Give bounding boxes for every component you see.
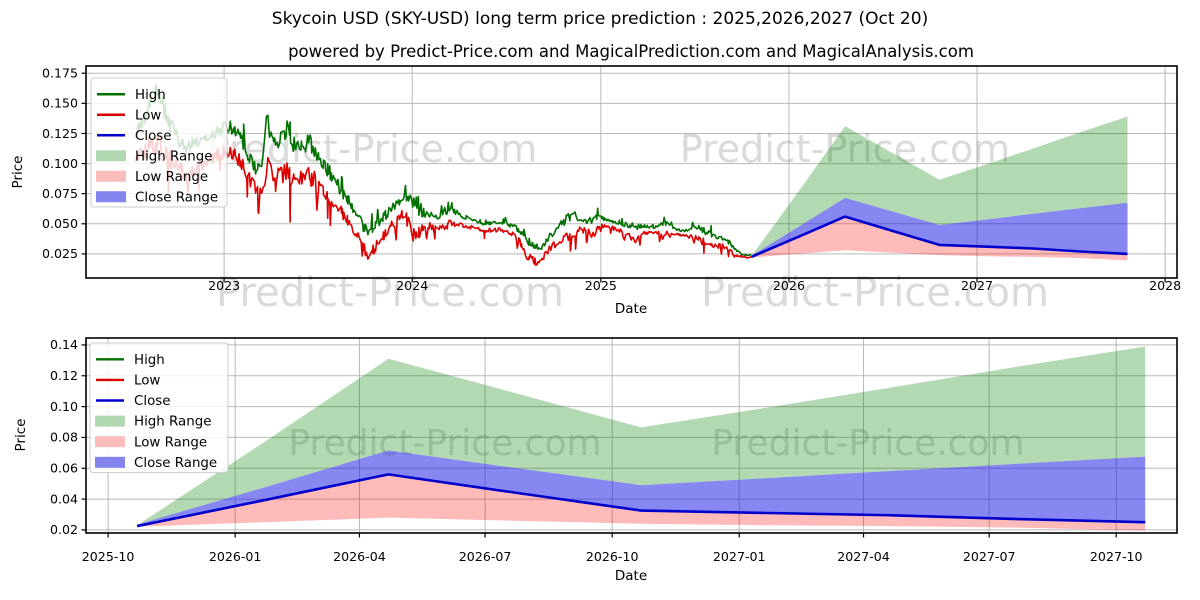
y-tick-label: 0.100	[42, 156, 78, 171]
close-line	[750, 215, 1128, 259]
close-range-band	[751, 197, 1128, 257]
legend-item-label: Low	[135, 108, 161, 123]
legend-swatch-fill	[96, 170, 126, 182]
y-tick-label: 0.150	[42, 96, 78, 111]
x-tick-label: 2027-10	[1090, 549, 1143, 564]
x-tick-label: 2025-10	[82, 549, 135, 564]
legend-swatch-fill	[96, 191, 126, 203]
legend-item-label: Close Range	[135, 190, 218, 205]
figure-title: Skycoin USD (SKY-USD) long term price pr…	[272, 9, 928, 29]
x-tick-label: 2028	[1149, 278, 1181, 293]
y-tick-label: 0.10	[50, 399, 78, 414]
y-tick-label: 0.14	[50, 337, 78, 352]
tick-labels: 2025-10 2026-01 2026-04 2026-07 2026-10 2027-…	[13, 337, 1143, 584]
legend-item-label: High Range	[134, 415, 211, 430]
watermark-text: Predict-Price.com	[680, 127, 1011, 171]
y-tick-label: 0.04	[50, 491, 78, 506]
x-tick-label: 2026-10	[586, 549, 639, 564]
legend-swatch-fill	[95, 436, 125, 448]
watermark-text: Predict-Price.com	[216, 270, 564, 316]
bottom-chart: Predict-Price.comPredict-Price.com2025-1…	[13, 337, 1178, 584]
x-tick-label: 2026-07	[459, 549, 512, 564]
high-range-band	[137, 346, 1146, 526]
y-tick-label: 0.025	[42, 246, 78, 261]
y-tick-label: 0.06	[50, 461, 78, 476]
low-line	[134, 132, 752, 267]
high-range-band	[751, 116, 1128, 257]
high-line	[134, 84, 752, 257]
y-tick-label: 0.175	[42, 66, 78, 81]
legend-item-label: Low Range	[134, 435, 207, 450]
x-tick-label: 2026-01	[209, 549, 262, 564]
low-range-band	[137, 474, 1146, 531]
y-tick-label: 0.02	[50, 522, 78, 537]
x-axis-label: Date	[615, 301, 647, 317]
watermark-text: Predict-Price.com	[288, 423, 601, 464]
x-axis-label: Date	[615, 568, 647, 584]
axes-frame	[85, 337, 1178, 534]
x-tick-label: 2026	[773, 278, 805, 293]
x-tick-label: 2027	[961, 278, 993, 293]
close-range-band	[137, 450, 1146, 527]
close-line	[136, 473, 1146, 528]
y-tick-label: 0.08	[50, 430, 78, 445]
y-tick-label: 0.075	[42, 186, 78, 201]
x-tick-label: 2025	[585, 278, 617, 293]
x-tick-label: 2024	[396, 278, 428, 293]
legend-item-label: Low	[134, 374, 160, 389]
legend-item-label: Close Range	[134, 456, 217, 471]
legend-swatch-fill	[95, 415, 125, 427]
legend-item-label: High	[135, 88, 166, 103]
x-tick-label: 2027-07	[963, 549, 1016, 564]
y-tick-label: 0.12	[50, 368, 78, 383]
x-tick-label: 2027-04	[837, 549, 890, 564]
y-axis-label: Price	[10, 156, 26, 189]
watermark-layer: Predict-Price.com Predict-Price.com	[288, 423, 1024, 464]
legend-swatch-fill	[96, 150, 126, 162]
y-tick-label: 0.125	[42, 126, 78, 141]
watermark-text: Predict-Price.com	[701, 270, 1049, 316]
legend: High Low Close High Range Low Range Close Ran…	[90, 77, 228, 208]
y-tick-label: 0.050	[42, 216, 78, 231]
legend-item-label: High Range	[135, 149, 212, 164]
legend-item-label: Close	[134, 394, 170, 409]
legend-item-label: Low Range	[135, 170, 208, 185]
axes-frame	[85, 65, 1178, 279]
grid	[86, 66, 1177, 278]
x-tick-label: 2026-04	[333, 549, 386, 564]
watermark-text: Predict-Price.com	[711, 423, 1024, 464]
legend-item-label: Close	[135, 129, 171, 144]
legend: High Low Close High Range Low Range Close Ran…	[89, 342, 229, 474]
watermark-text: Predict-Price.com	[207, 127, 538, 171]
top-chart: Predict-Price.com Predict-Price.com Predic…	[10, 65, 1181, 317]
figure-subtitle: powered by Predict-Price.com and Magical…	[288, 42, 974, 61]
legend-swatch-fill	[95, 456, 125, 468]
x-tick-label: 2023	[208, 278, 240, 293]
x-tick-label: 2027-01	[713, 549, 766, 564]
tick-labels: 2023 2024 2025 2026 2027 2028 0.025 0.050 0.075 0…	[10, 66, 1181, 317]
y-axis-label: Price	[13, 419, 29, 452]
legend-item-label: High	[134, 353, 165, 368]
